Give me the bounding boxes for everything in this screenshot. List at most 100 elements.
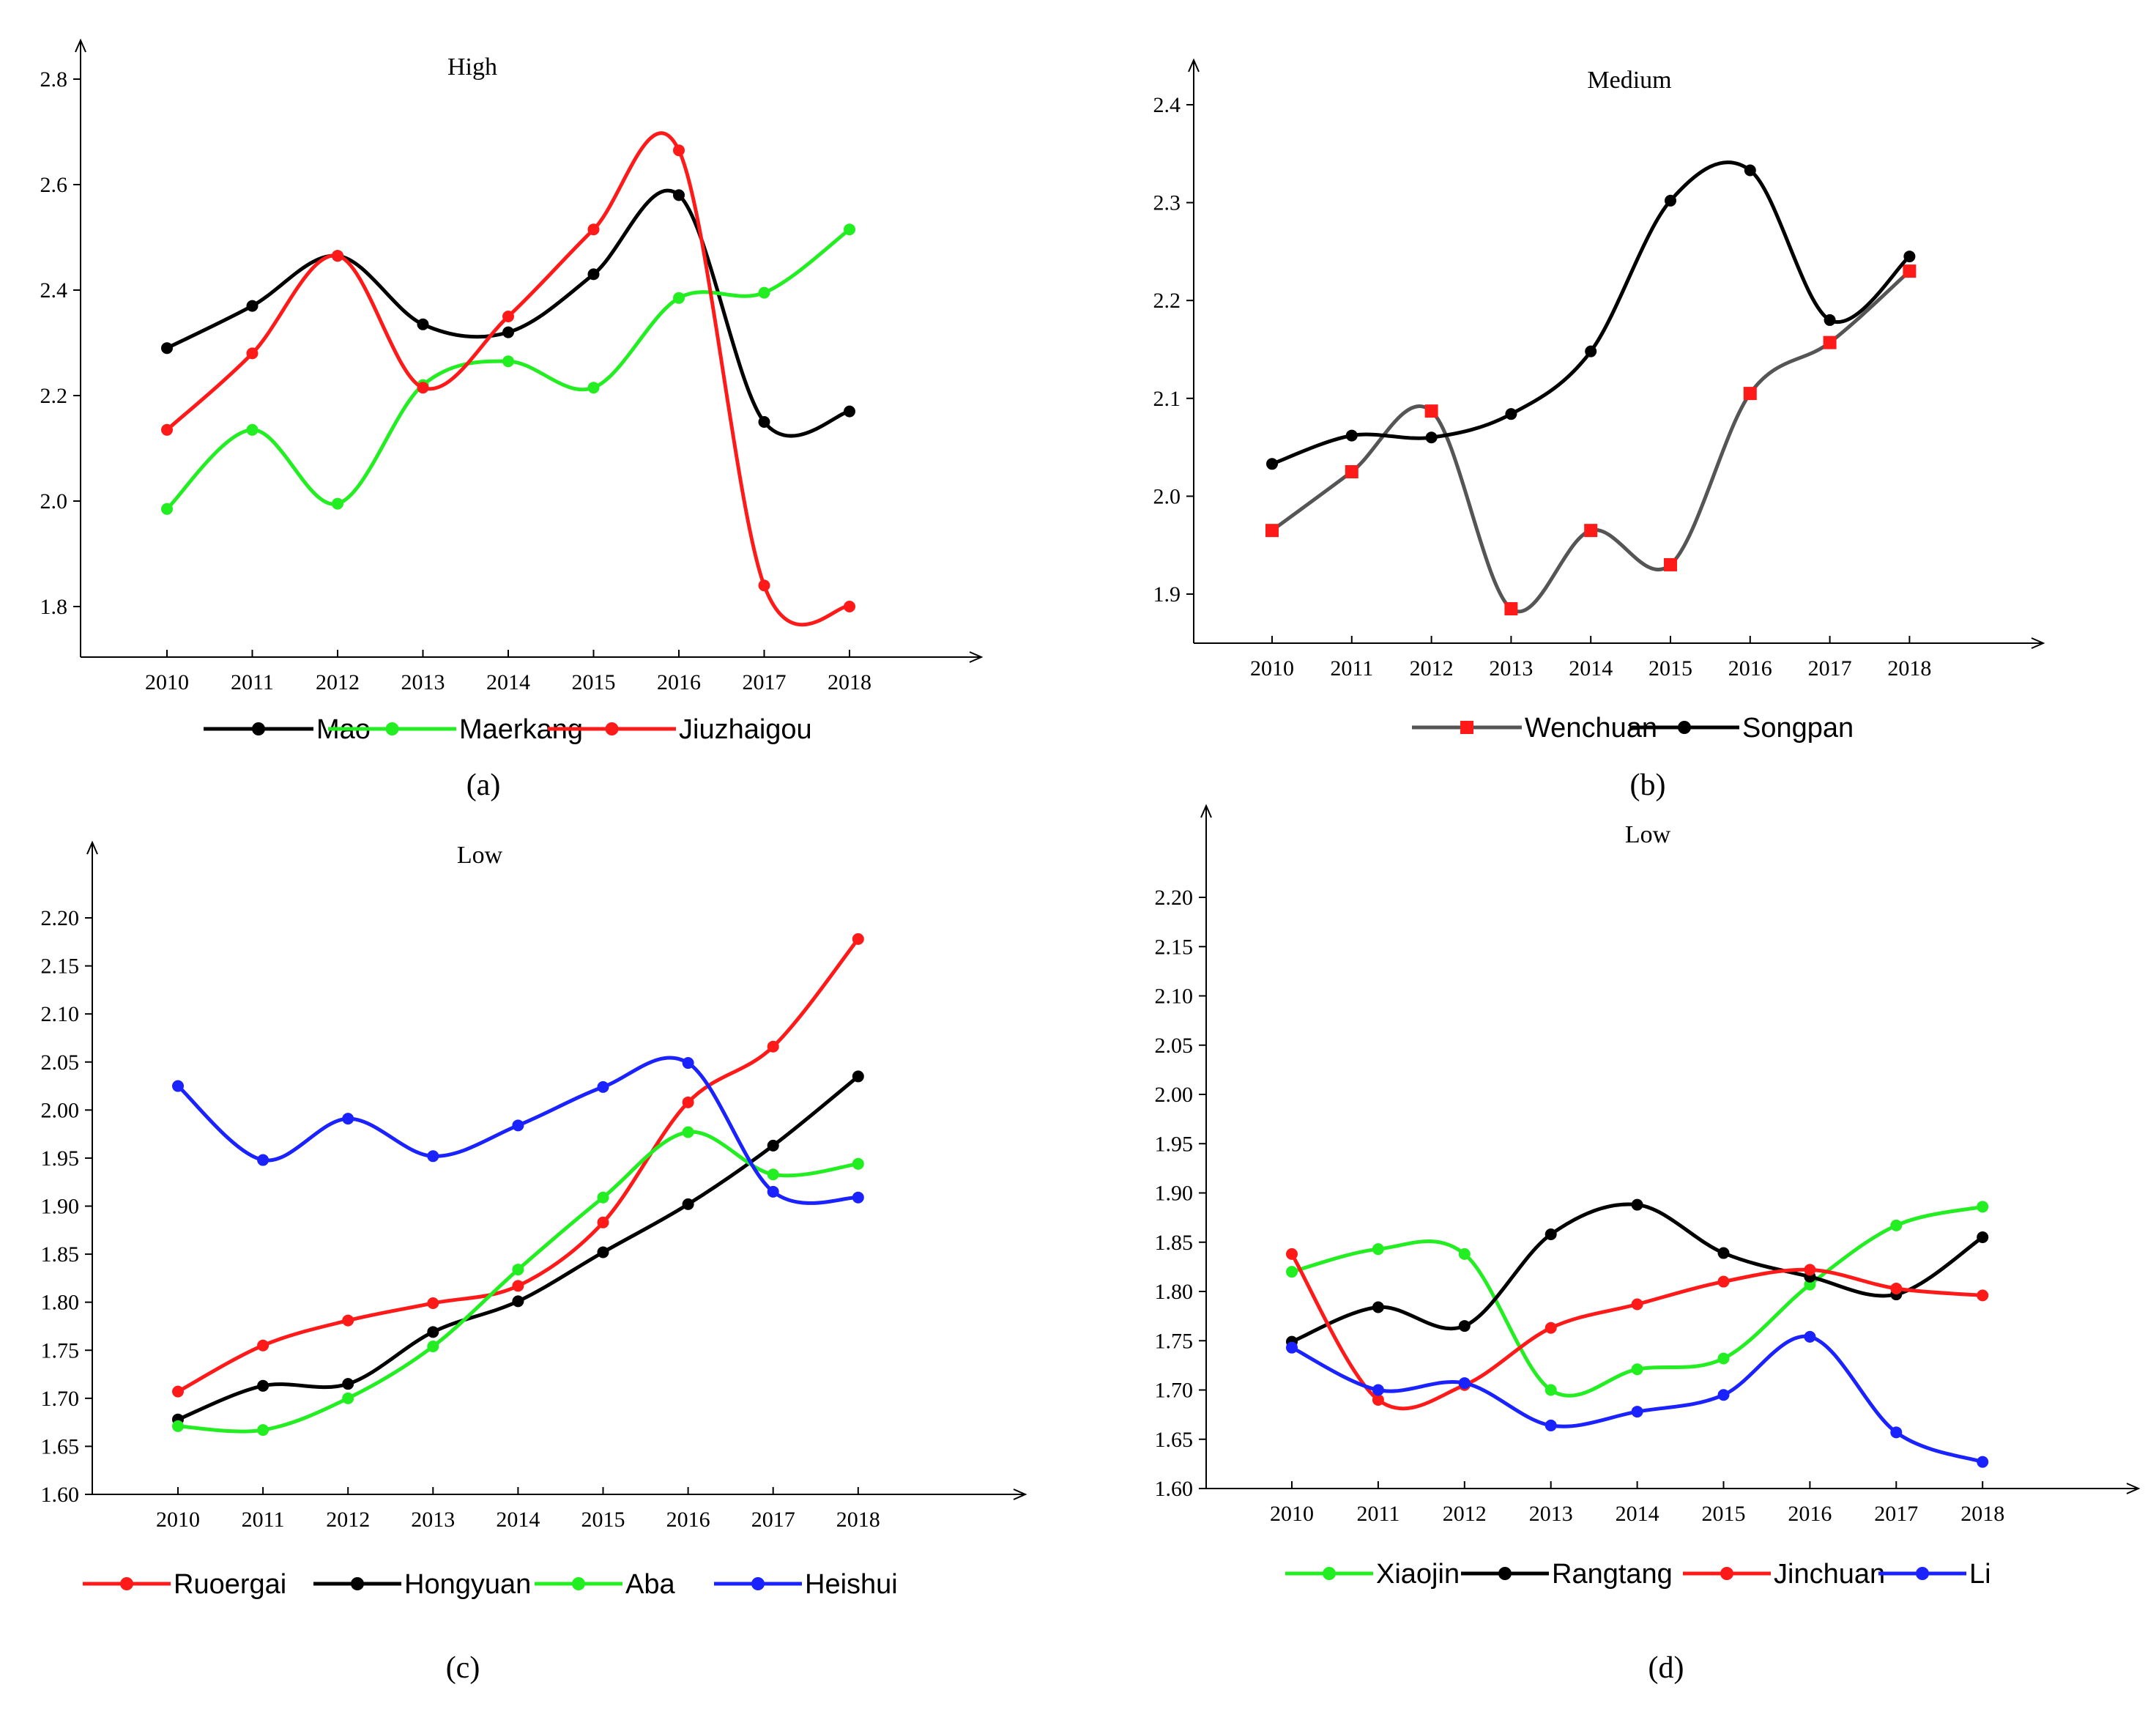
data-point-songpan [1903,251,1916,263]
data-point-heishui [767,1185,779,1198]
x-tick-label: 2018 [1960,1502,2004,1526]
chart-title: Low [457,842,503,869]
legend-marker [351,1577,364,1590]
x-tick-label: 2017 [1808,656,1852,681]
data-point-hongyuan [597,1246,609,1259]
x-tick-label: 2015 [572,670,616,694]
x-tick-label: 2011 [242,1508,285,1532]
y-tick-label: 1.80 [41,1291,80,1315]
y-tick-label: 1.60 [1155,1477,1194,1501]
y-tick-label: 1.70 [41,1387,80,1411]
legend-marker [1916,1567,1929,1580]
x-tick-label: 2013 [401,670,445,694]
y-axis-arrow [1188,58,1200,73]
series-line-ruoergai [176,938,860,1393]
y-tick-label: 1.60 [41,1483,80,1507]
data-point-maerkang [502,355,514,368]
chart-title: High [447,53,497,81]
data-point-aba [257,1424,270,1437]
series-line-wenchuan [1271,270,1911,614]
y-tick-label: 2.0 [1153,484,1181,508]
data-point-jiuzhaigou [417,382,429,394]
legend-label-xiaojin: Xiaojin [1376,1559,1460,1590]
legend-marker [120,1577,133,1590]
chart-title: Medium [1587,67,1671,94]
data-point-jinchuan [1372,1393,1384,1406]
data-point-wenchuan [1743,387,1757,401]
y-tick-label: 1.70 [1155,1379,1194,1403]
data-point-jinchuan [1286,1248,1298,1260]
data-point-wenchuan [1823,336,1837,349]
data-point-wenchuan [1903,264,1917,278]
panel-caption: (a) [466,768,501,802]
data-point-mao [246,300,259,312]
x-tick-label: 2010 [145,670,189,694]
y-tick-label: 1.75 [41,1338,80,1363]
legend-label-li: Li [1969,1559,1991,1590]
data-point-li [1804,1330,1816,1343]
data-point-jiuzhaigou [502,311,514,322]
data-point-mao [758,416,770,428]
x-tick-label: 2018 [828,670,871,694]
data-point-ruoergai [427,1297,439,1309]
x-tick-label: 2015 [1648,656,1692,681]
legend-label-rangtang: Rangtang [1552,1559,1673,1590]
data-point-heishui [597,1080,609,1093]
data-point-heishui [852,1191,864,1204]
data-point-rangtang [1544,1228,1557,1240]
legend-marker [1678,721,1691,734]
data-point-jinchuan [1544,1321,1557,1334]
x-tick-label: 2013 [1489,656,1533,681]
data-point-ruoergai [512,1280,524,1292]
series-line-maerkang [166,228,851,511]
x-tick-label: 2018 [1887,656,1931,681]
legend-marker [751,1577,765,1590]
y-tick-label: 1.9 [1153,582,1181,607]
data-point-li [1631,1406,1643,1418]
panel-a: 1.8 2.0 2.2 2.4 2.6 2.8 2010 2011 2012 2013 2014 20… [40,38,984,802]
data-point-ruoergai [257,1339,270,1352]
data-point-li [1977,1456,1989,1468]
x-axis-arrow [1013,1489,1027,1500]
x-tick-label: 2016 [657,670,701,694]
y-tick-label: 1.85 [1155,1231,1194,1255]
legend-marker [1720,1567,1733,1580]
data-point-ruoergai [172,1385,184,1398]
data-point-jinchuan [1977,1289,1989,1302]
data-point-rangtang [1458,1320,1471,1332]
series-line-jinchuan [1290,1253,1983,1411]
data-point-maerkang [844,223,855,236]
data-point-mao [587,268,600,281]
data-point-li [1544,1419,1557,1431]
y-tick-label: 1.75 [1155,1329,1194,1353]
data-point-jinchuan [1890,1282,1903,1294]
panel-caption: (b) [1630,768,1666,802]
data-point-rangtang [1372,1301,1384,1313]
chart-title: Low [1625,821,1671,848]
data-point-wenchuan [1504,602,1518,616]
x-tick-label: 2014 [1569,656,1613,681]
data-point-wenchuan [1265,524,1279,538]
legend-label-heishui: Heishui [805,1569,898,1600]
data-point-hongyuan [342,1378,354,1390]
data-point-songpan [1665,194,1676,207]
x-tick-label: 2013 [411,1508,455,1532]
y-tick-label: 1.85 [41,1242,80,1267]
data-point-wenchuan [1424,404,1438,418]
x-axis-arrow [2126,1483,2141,1494]
data-point-mao [844,405,855,418]
data-point-hongyuan [427,1326,439,1338]
y-tick-label: 2.20 [41,906,80,930]
data-point-jiuzhaigou [673,144,685,157]
panel-d: 1.60 1.65 1.70 1.75 1.80 1.85 1.90 1.95 2.00 2.05… [1155,804,2141,1685]
data-point-rangtang [1631,1198,1643,1211]
series-line-jiuzhaigou [166,131,850,627]
y-tick-label: 2.6 [40,173,68,197]
data-point-ruoergai [342,1314,354,1327]
data-point-jinchuan [1631,1298,1643,1311]
data-point-jiuzhaigou [844,601,855,612]
legend-label-hongyuan: Hongyuan [404,1569,531,1600]
data-point-jiuzhaigou [246,347,259,360]
legend-marker [1460,721,1473,734]
